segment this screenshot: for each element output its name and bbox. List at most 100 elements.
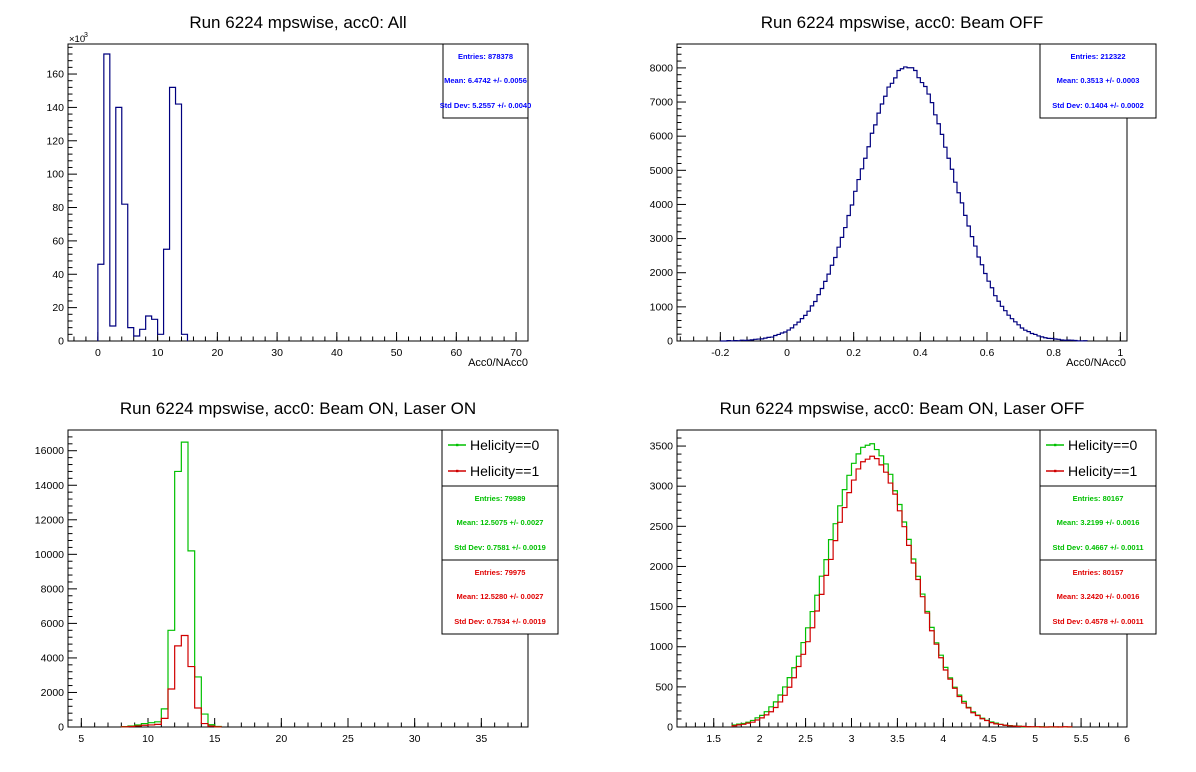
- x-tick-label: 40: [331, 347, 343, 359]
- y-tick-label: 0: [58, 336, 64, 348]
- x-axis-label: Acc0/NAcc0: [468, 357, 528, 369]
- legend-box: [441, 429, 559, 487]
- y-tick-label: 500: [655, 681, 673, 693]
- y-tick-label: 2000: [650, 561, 674, 573]
- stats-frame: [1039, 485, 1157, 561]
- legend-label: Helicity==1: [470, 463, 539, 479]
- x-tick-label: 20: [275, 733, 287, 745]
- stats-box: Entries: 80167 Mean: 3.2199 +/- 0.0016 Std…: [1039, 485, 1157, 561]
- y-tick-label: 6000: [650, 131, 674, 143]
- x-tick-label: 3: [849, 733, 855, 745]
- x-tick-label: 5: [78, 733, 84, 745]
- histogram-pad-3: Run 6224 mpswise, acc0: Beam ON, Laser O…: [35, 399, 559, 745]
- chart-title: Run 6224 mpswise, acc0: Beam ON, Laser O…: [120, 399, 476, 418]
- legend-marker: [1054, 469, 1057, 473]
- chart-title: Run 6224 mpswise, acc0: Beam OFF: [761, 13, 1044, 32]
- y-tick-label: 4000: [41, 652, 65, 664]
- stats-box: Entries: 80157 Mean: 3.2420 +/- 0.0016 Std…: [1039, 559, 1157, 635]
- x-tick-label: 35: [475, 733, 487, 745]
- y-tick-label: 120: [46, 135, 64, 147]
- legend: Helicity==0 Helicity==1: [441, 429, 559, 487]
- legend-box: [1039, 429, 1157, 487]
- x-tick-label: 60: [450, 347, 462, 359]
- stats-std: Std Dev: 5.2557 +/- 0.0040: [440, 101, 532, 110]
- histogram-series-1: [120, 441, 222, 728]
- x-tick-label: 50: [391, 347, 403, 359]
- stats-std: Std Dev: 0.1404 +/- 0.0002: [1052, 101, 1144, 110]
- stats-mean: Mean: 6.4742 +/- 0.0056: [444, 76, 527, 85]
- legend-marker: [456, 443, 459, 447]
- x-tick-label: 3.5: [890, 733, 905, 745]
- x-tick-label: 0: [784, 347, 790, 359]
- stats-std: Std Dev: 0.7534 +/- 0.0019: [454, 617, 546, 626]
- y-tick-label: 160: [46, 69, 64, 81]
- y-tick-label: 2000: [650, 267, 674, 279]
- y-tick-label: 7000: [650, 97, 674, 109]
- x-tick-label: 1: [1117, 347, 1123, 359]
- y-tick-label: 16000: [35, 445, 64, 457]
- x-tick-label: 10: [142, 733, 154, 745]
- stats-frame: [1039, 559, 1157, 635]
- y-exponent-power: 3: [84, 32, 88, 39]
- y-tick-label: 3500: [650, 441, 674, 453]
- y-tick-label: 8000: [41, 583, 65, 595]
- stats-std: Std Dev: 0.4578 +/- 0.0011: [1052, 617, 1143, 626]
- stats-frame: [442, 43, 529, 119]
- legend-marker: [1054, 443, 1057, 447]
- y-tick-label: 3000: [650, 481, 674, 493]
- stats-mean: Mean: 3.2199 +/- 0.0016: [1057, 518, 1140, 527]
- stats-entries: Entries: 80167: [1073, 494, 1124, 503]
- y-tick-label: 0: [58, 722, 64, 734]
- x-tick-label: 5.5: [1074, 733, 1089, 745]
- stats-mean: Mean: 3.2420 +/- 0.0016: [1057, 592, 1140, 601]
- x-tick-label: 0.8: [1046, 347, 1061, 359]
- x-tick-label: 0.6: [980, 347, 995, 359]
- y-tick-label: 4000: [650, 199, 674, 211]
- stats-mean: Mean: 12.5075 +/- 0.0027: [457, 518, 544, 527]
- histogram-series-2: [120, 634, 222, 728]
- stats-box: Entries: 212322 Mean: 0.3513 +/- 0.0003 St…: [1039, 43, 1157, 119]
- x-tick-label: 30: [409, 733, 421, 745]
- y-tick-label: 60: [52, 235, 64, 247]
- histogram-series-2: [731, 455, 1073, 728]
- x-tick-label: 6: [1124, 733, 1130, 745]
- x-tick-label: 0.2: [846, 347, 861, 359]
- histogram-pad-4: Run 6224 mpswise, acc0: Beam ON, Laser O…: [650, 399, 1157, 745]
- x-axis-label: Acc0/NAcc0: [1066, 357, 1126, 369]
- y-tick-label: 2000: [41, 687, 65, 699]
- y-tick-label: 1000: [650, 301, 674, 313]
- x-tick-label: 1.5: [706, 733, 721, 745]
- stats-entries: Entries: 79989: [475, 494, 526, 503]
- x-tick-label: 20: [212, 347, 224, 359]
- y-tick-label: 5000: [650, 165, 674, 177]
- y-tick-label: 12000: [35, 514, 64, 526]
- y-tick-label: 0: [667, 336, 673, 348]
- y-tick-label: 0: [667, 722, 673, 734]
- histogram-pad-2: Run 6224 mpswise, acc0: Beam OFF 0 1000 200…: [650, 13, 1157, 369]
- x-tick-label: 25: [342, 733, 354, 745]
- stats-mean: Mean: 0.3513 +/- 0.0003: [1057, 76, 1140, 85]
- y-tick-label: 2500: [650, 521, 674, 533]
- legend-label: Helicity==1: [1068, 463, 1137, 479]
- legend: Helicity==0 Helicity==1: [1039, 429, 1157, 487]
- x-tick-label: -0.2: [711, 347, 729, 359]
- stats-entries: Entries: 878378: [458, 52, 513, 61]
- histogram-series-1: [97, 53, 189, 341]
- y-tick-label: 20: [52, 302, 64, 314]
- y-tick-label: 8000: [650, 62, 674, 74]
- y-tick-label: 10000: [35, 549, 64, 561]
- legend-label: Helicity==0: [1068, 437, 1137, 453]
- x-tick-label: 0.4: [913, 347, 928, 359]
- stats-std: Std Dev: 0.7581 +/- 0.0019: [454, 543, 546, 552]
- chart-title: Run 6224 mpswise, acc0: Beam ON, Laser O…: [720, 399, 1085, 418]
- stats-std: Std Dev: 0.4667 +/- 0.0011: [1052, 543, 1143, 552]
- stats-frame: [1039, 43, 1157, 119]
- legend-label: Helicity==0: [470, 437, 539, 453]
- x-tick-label: 70: [510, 347, 522, 359]
- stats-entries: Entries: 79975: [475, 568, 526, 577]
- histogram-pad-1: Run 6224 mpswise, acc0: All0204060801001…: [46, 13, 531, 369]
- y-exponent-label: ×10: [69, 34, 85, 45]
- y-tick-label: 140: [46, 102, 64, 114]
- x-tick-label: 15: [209, 733, 221, 745]
